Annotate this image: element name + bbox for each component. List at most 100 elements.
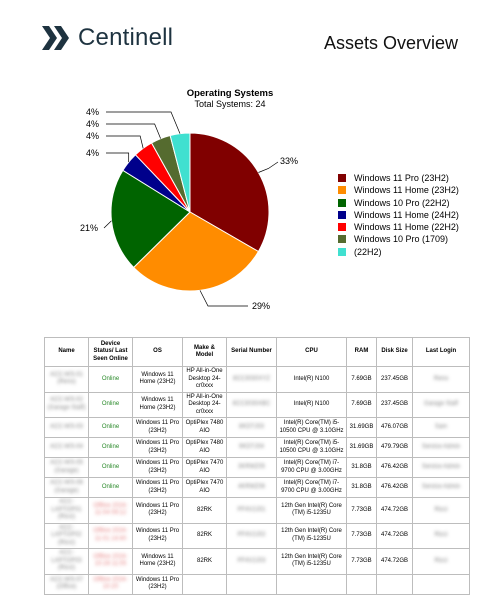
cell-login: Service Admin xyxy=(412,457,470,478)
legend-swatch xyxy=(338,210,346,219)
cell-status: Online xyxy=(88,391,133,418)
cell-model: OptiPlex 7470 AIO xyxy=(182,457,227,478)
cell-os: Windows 11 Home (23H2) xyxy=(132,366,183,393)
cell-ram: 7.73GB xyxy=(346,522,377,549)
cell-name: ACC-WS-06 (Garage) xyxy=(44,477,89,498)
cell-login: Ricci xyxy=(412,497,470,524)
cell-login: Reno xyxy=(412,366,470,393)
column-header: Name xyxy=(44,337,89,367)
cell-status: Online xyxy=(88,477,133,498)
cell-disk: 474.72GB xyxy=(376,522,413,549)
cell-status: Offline 2024-10-20 xyxy=(88,573,133,595)
cell-serial: PF4V2J03 xyxy=(226,548,277,575)
assets-table-wrap: Name Device Status/ Last Seen Online OS Mak… xyxy=(44,337,470,595)
cell-cpu: Intel(R) Core(TM) i7-9700 CPU @ 3.00GHz xyxy=(276,477,347,498)
cell-login: Service Admin xyxy=(412,477,470,498)
table-row: ACC-LAPTOP02 (Ricci) Offline 2024-11-01 1… xyxy=(44,522,470,549)
cell-disk: 476.42GB xyxy=(376,457,413,478)
pie-slice-label: 4% xyxy=(86,107,99,117)
table-row: ACC-WS-01 (Reno) Online Windows 11 Home (2… xyxy=(44,366,470,393)
column-header: OS xyxy=(132,337,183,367)
pie-slice-label: 4% xyxy=(86,148,99,158)
legend-item: Windows 10 Pro (22H2) xyxy=(338,197,459,209)
cell-serial: PF4V2J02 xyxy=(226,522,277,549)
cell-login: Service Admin xyxy=(412,437,470,458)
cell-login: Ricci xyxy=(412,522,470,549)
cell-model: OptiPlex 7470 AIO xyxy=(182,477,227,498)
legend-swatch xyxy=(338,198,346,207)
cell-cpu: Intel(R) N100 xyxy=(276,366,347,393)
chart-subtitle: Total Systems: 24 xyxy=(194,99,266,109)
cell-serial: 3KRMZ05 xyxy=(226,457,277,478)
legend-swatch xyxy=(338,235,346,244)
cell-login: Ricci xyxy=(412,548,470,575)
table-row: ACC-WS-04 Online Windows 11 Pro (23H2) Opti… xyxy=(44,437,470,458)
cell-serial: 8KDTJ03 xyxy=(226,417,277,438)
cell-disk: 476.42GB xyxy=(376,477,413,498)
cell-model: 82RK xyxy=(182,497,227,524)
cell-name: ACC-WS-01 (Reno) xyxy=(44,366,89,393)
cell-cpu: 12th Gen Intel(R) Core (TM) i5-1235U xyxy=(276,548,347,575)
column-header: Last Login xyxy=(412,337,470,367)
cell-disk: 474.72GB xyxy=(376,548,413,575)
cell-serial: 8CC3030XYZ xyxy=(226,366,277,393)
cell-cpu xyxy=(276,573,347,595)
cell-serial: 9KDTJ04 xyxy=(226,437,277,458)
column-header: Make & Model xyxy=(182,337,227,367)
legend-label: Windows 10 Pro (1709) xyxy=(354,234,449,245)
cell-status: Offline 2024-11-01 14:40 xyxy=(88,522,133,549)
column-header: RAM xyxy=(346,337,377,367)
legend-swatch xyxy=(338,247,346,256)
pie-slice-label: 29% xyxy=(252,301,270,311)
cell-model: 82RK xyxy=(182,548,227,575)
table-row: ACC-WS-07 (Office) Offline 2024-10-20 Wind… xyxy=(44,573,470,595)
cell-ram: 31.8GB xyxy=(346,477,377,498)
pie-slice xyxy=(189,132,270,253)
column-header: Device Status/ Last Seen Online xyxy=(88,337,133,367)
cell-os: Windows 11 Pro (23H2) xyxy=(132,573,183,595)
cell-model: 82RK xyxy=(182,522,227,549)
cell-os: Windows 11 Pro (23H2) xyxy=(132,437,183,458)
cell-disk: 237.45GB xyxy=(376,366,413,393)
cell-name: ACC-WS-03 xyxy=(44,417,89,438)
cell-login xyxy=(412,573,470,595)
cell-status: Online xyxy=(88,417,133,438)
cell-disk: 237.45GB xyxy=(376,391,413,418)
cell-name: ACC-WS-05 (Garage) xyxy=(44,457,89,478)
cell-os: Windows 11 Pro (23H2) xyxy=(132,477,183,498)
cell-ram xyxy=(346,573,377,595)
cell-disk: 474.72GB xyxy=(376,497,413,524)
cell-cpu: Intel(R) Core(TM) i5-10500 CPU @ 3.10GHz xyxy=(276,417,347,438)
pie-slice-label: 21% xyxy=(80,223,98,233)
pie-leader-line xyxy=(199,290,248,307)
brand-name: Centinell xyxy=(78,24,174,51)
cell-ram: 7.73GB xyxy=(346,548,377,575)
legend-item: Windows 11 Pro (23H2) xyxy=(338,172,459,184)
chevron-logo-icon xyxy=(42,26,69,50)
cell-name: ACC-LAPTOP03 (Ricci) xyxy=(44,548,89,575)
cell-model xyxy=(182,573,227,595)
table-row: ACC-WS-06 (Garage) Online Windows 11 Pro (… xyxy=(44,477,470,498)
pie-leader-line xyxy=(106,111,181,134)
legend-swatch xyxy=(338,174,346,182)
pie-leader-line xyxy=(106,152,130,163)
cell-serial: PF4V2J01 xyxy=(226,497,277,524)
legend-item: Windows 11 Home (24H2) xyxy=(338,209,459,221)
legend-item: (22H2) xyxy=(338,246,459,258)
cell-os: Windows 11 Pro (23H2) xyxy=(132,417,183,438)
pie-slice xyxy=(110,169,191,269)
cell-serial: 8CC3030ABC xyxy=(226,391,277,418)
column-header: CPU xyxy=(276,337,347,367)
legend-label: Windows 10 Pro (22H2) xyxy=(354,197,450,208)
cell-model: OptiPlex 7480 AIO xyxy=(182,437,227,458)
cell-ram: 7.73GB xyxy=(346,497,377,524)
report-title: Assets Overview xyxy=(323,33,458,53)
table-row: ACC-WS-02 (Garage Staff) Online Windows 11… xyxy=(44,391,470,418)
cell-status: Offline 2024-11-04 09:12 xyxy=(88,497,133,524)
report-header: Centinell Assets Overview xyxy=(0,0,488,70)
cell-name: ACC-WS-04 xyxy=(44,437,89,458)
cell-cpu: 12th Gen Intel(R) Core (TM) i5-1235U xyxy=(276,497,347,524)
legend-label: Windows 11 Home (24H2) xyxy=(354,209,459,220)
pie-slice-label: 4% xyxy=(86,131,99,141)
cell-cpu: Intel(R) Core(TM) i5-10500 CPU @ 3.10GHz xyxy=(276,437,347,458)
